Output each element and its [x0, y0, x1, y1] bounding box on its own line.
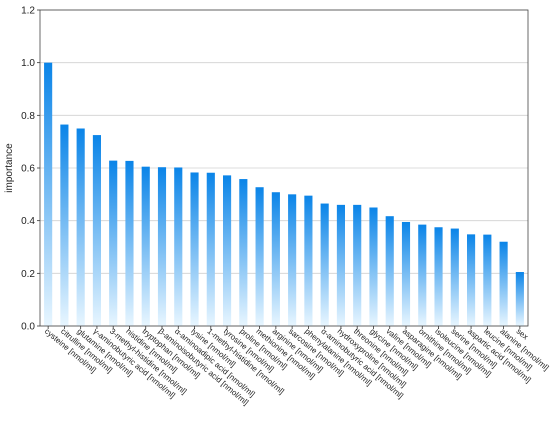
bar: [271, 192, 280, 326]
y-tick-label: 0.0: [21, 322, 35, 333]
bars: [44, 62, 524, 327]
bar: [385, 216, 394, 326]
bar: [125, 160, 134, 326]
bar: [450, 228, 459, 326]
bar: [76, 128, 85, 326]
bar: [206, 172, 215, 326]
y-tick-labels: 0.0 0.2 0.4 0.6 0.8 1.0 1.2: [21, 6, 35, 333]
y-tick-label: 0.2: [21, 269, 35, 280]
axes: [37, 9, 529, 329]
bar: [304, 195, 313, 326]
bar: [60, 124, 69, 326]
bar: [44, 62, 53, 327]
bar: [369, 207, 378, 326]
bar: [109, 160, 118, 326]
x-tick-labels: cysteine [nmol/ml]citrulline [nmol/ml]gl…: [43, 327, 550, 407]
bar: [190, 172, 199, 326]
bar: [467, 234, 476, 326]
bar: [401, 221, 411, 326]
bar: [157, 167, 167, 326]
bar: [336, 204, 345, 326]
bar: [255, 187, 264, 326]
bar: [434, 227, 443, 326]
y-tick-label: 0.6: [21, 164, 35, 175]
plot-frame: [39, 9, 529, 327]
bar: [174, 167, 183, 326]
bar: [92, 135, 101, 326]
bar: [288, 194, 297, 326]
bar: [353, 204, 362, 326]
y-tick-label: 0.4: [21, 216, 35, 227]
bar: [418, 224, 427, 326]
y-tick-label: 1.0: [21, 58, 35, 69]
y-tick-label: 0.8: [21, 111, 35, 122]
y-tick-label: 1.2: [21, 6, 35, 17]
bar: [223, 175, 232, 326]
bar: [515, 272, 524, 326]
y-axis-label: importance: [4, 143, 15, 193]
bar: [499, 241, 508, 326]
bar: [320, 203, 329, 326]
bar: [239, 179, 248, 326]
bar: [141, 166, 150, 326]
bar: [483, 234, 492, 326]
